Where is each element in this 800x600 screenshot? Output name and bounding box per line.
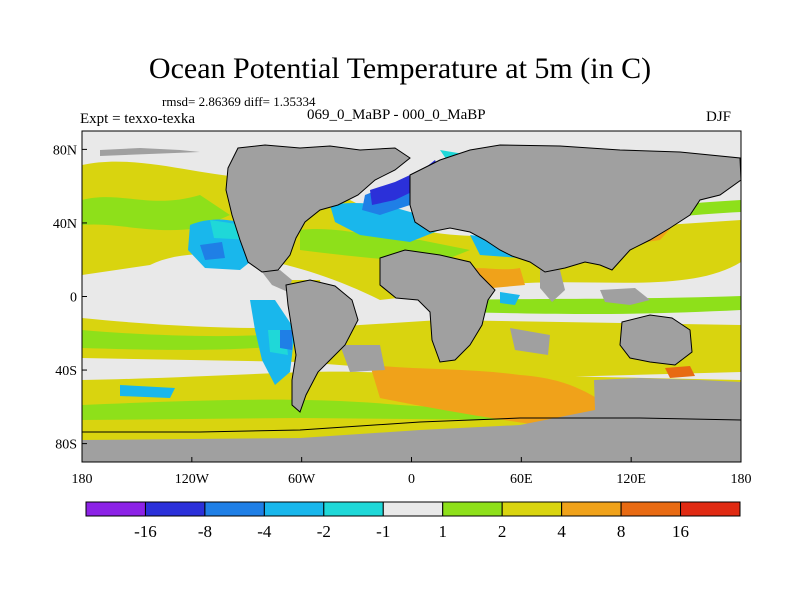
coastlines xyxy=(82,144,741,433)
map-field xyxy=(82,131,741,462)
colorbar: -16 -8 -4 -2 -1 1 2 4 8 16 xyxy=(85,501,741,541)
colorbar-label: -1 xyxy=(376,522,390,541)
land-masses xyxy=(82,145,741,462)
x-axis: 180 120W 60W 0 60E 120E 180 xyxy=(72,457,752,487)
colorbar-swatch xyxy=(382,501,444,517)
colorbar-label: 16 xyxy=(672,522,689,541)
colorbar-swatch xyxy=(85,501,146,517)
colorbar-swatch xyxy=(323,501,384,517)
x-tick-label: 60W xyxy=(288,472,316,487)
colorbar-swatch xyxy=(561,501,622,517)
y-tick-label: 40S xyxy=(55,364,77,379)
colorbar-swatch xyxy=(204,501,265,517)
map-title: Ocean Potential Temperature at 5m (in C) xyxy=(148,52,652,85)
y-tick-label: 80S xyxy=(55,438,77,453)
colorbar-swatch xyxy=(680,501,741,517)
colorbar-label: 1 xyxy=(438,522,447,541)
experiment-label: Expt = texxo-texka xyxy=(80,111,196,127)
colorbar-label: -16 xyxy=(134,522,157,541)
colorbar-swatch xyxy=(144,501,206,517)
season-label: DJF xyxy=(706,109,732,125)
colorbar-label: -8 xyxy=(198,522,212,541)
x-tick-label: 120E xyxy=(616,472,646,487)
colorbar-swatch xyxy=(442,501,503,517)
x-tick-label: 120W xyxy=(175,472,210,487)
x-tick-label: 0 xyxy=(408,472,415,487)
x-tick-label: 180 xyxy=(731,472,752,487)
difference-subtitle: 069_0_MaBP - 000_0_MaBP xyxy=(307,107,486,123)
x-tick-label: 60E xyxy=(510,472,533,487)
colorbar-label: 2 xyxy=(498,522,507,541)
y-tick-label: 40N xyxy=(53,217,77,232)
x-tick-label: 180 xyxy=(72,472,93,487)
colorbar-swatch xyxy=(501,501,563,517)
colorbar-label: 4 xyxy=(557,522,566,541)
y-axis: 80N 40N 0 40S 80S xyxy=(53,143,87,453)
colorbar-label: -2 xyxy=(317,522,331,541)
colorbar-swatch xyxy=(620,501,682,517)
colorbar-label: 8 xyxy=(617,522,626,541)
colorbar-swatch xyxy=(263,501,325,517)
rmsd-stats: rmsd= 2.86369 diff= 1.35334 xyxy=(162,94,316,109)
y-tick-label: 0 xyxy=(70,291,77,306)
colorbar-label: -4 xyxy=(257,522,272,541)
y-tick-label: 80N xyxy=(53,143,77,158)
